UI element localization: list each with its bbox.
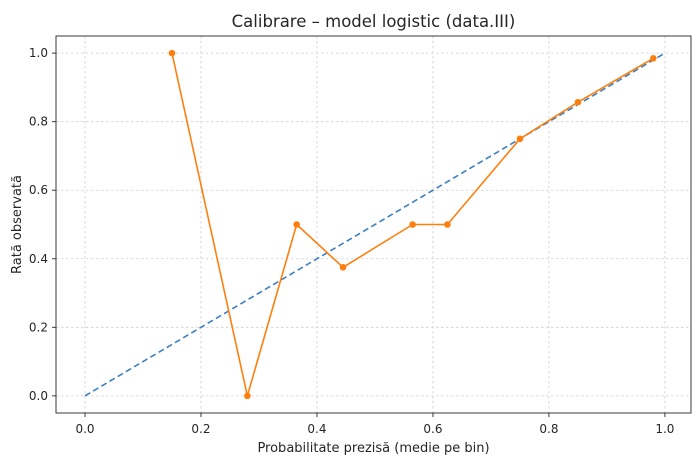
x-tick-label: 1.0 [655, 422, 674, 436]
reference-diagonal-line [84, 52, 666, 397]
y-tick-label: 0.0 [29, 389, 48, 403]
calibration-point [409, 221, 416, 228]
series-layer [84, 49, 666, 400]
calibration-point [650, 54, 657, 62]
x-tick-label: 0.4 [307, 422, 326, 436]
y-tick-label: 1.0 [29, 46, 48, 60]
y-tick-label: 0.8 [29, 115, 48, 129]
grid [56, 36, 691, 413]
calibration-point [168, 49, 176, 57]
calibration-point [293, 221, 300, 228]
calibration-point [339, 264, 347, 271]
axes [55, 35, 692, 414]
calibration-point [444, 221, 451, 228]
y-tick-label: 0.4 [29, 252, 48, 266]
ticks: 0.0 0.2 0.4 0.6 0.8 1.0 0.0 0.2 0.4 0.6 0.8 1.0 [29, 46, 675, 436]
y-tick-label: 0.6 [29, 183, 48, 197]
x-tick-label: 0.0 [75, 422, 94, 436]
x-tick-label: 0.6 [423, 422, 442, 436]
chart-title: Calibrare – model logistic (data.III) [232, 12, 516, 31]
x-axis-title: Probabilitate prezisă (medie pe bin) [257, 441, 489, 456]
x-tick-label: 0.2 [191, 422, 210, 436]
calibration-point [244, 392, 251, 400]
calibration-point [516, 135, 524, 143]
x-tick-label: 0.8 [539, 422, 558, 436]
plot-frame [55, 35, 692, 414]
y-axis-title: Rată observată [10, 175, 25, 274]
calibration-point [574, 98, 582, 106]
y-tick-label: 0.2 [29, 320, 48, 334]
